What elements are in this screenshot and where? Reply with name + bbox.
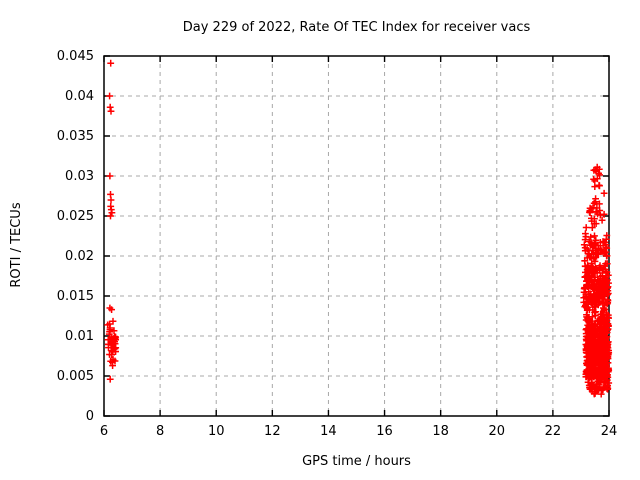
y-tick-label: 0.02	[65, 248, 94, 264]
x-tick-label: 18	[432, 424, 449, 439]
y-tick-label: 0.005	[56, 368, 94, 384]
y-tick-label: 0.035	[56, 128, 94, 144]
y-tick-label: 0.03	[65, 168, 94, 184]
y-tick-label: 0.025	[56, 208, 94, 224]
x-tick-label: 10	[207, 424, 225, 439]
x-tick-label: 8	[155, 424, 165, 439]
y-tick-label: 0.04	[65, 88, 94, 104]
chart-title: Day 229 of 2022, Rate Of TEC Index for r…	[182, 20, 531, 35]
data-points	[104, 59, 613, 398]
y-tick-label: 0.015	[56, 288, 94, 304]
x-axis-label: GPS time / hours	[302, 454, 411, 469]
y-tick-label: 0.045	[56, 48, 94, 64]
x-tick-label: 14	[320, 424, 337, 439]
y-axis-label: ROTI / TECUs	[9, 202, 24, 288]
axis-ticks	[103, 55, 610, 417]
y-tick-label: 0.01	[65, 328, 94, 344]
x-tick-label: 16	[376, 424, 393, 439]
x-tick-label: 20	[488, 424, 506, 439]
x-tick-label: 24	[600, 424, 618, 439]
x-tick-label: 12	[264, 424, 281, 439]
x-tick-label: 6	[99, 424, 109, 439]
x-tick-label: 22	[544, 424, 562, 439]
grid-lines	[104, 56, 609, 416]
plot-border	[103, 55, 610, 417]
y-tick-label: 0	[85, 408, 94, 424]
